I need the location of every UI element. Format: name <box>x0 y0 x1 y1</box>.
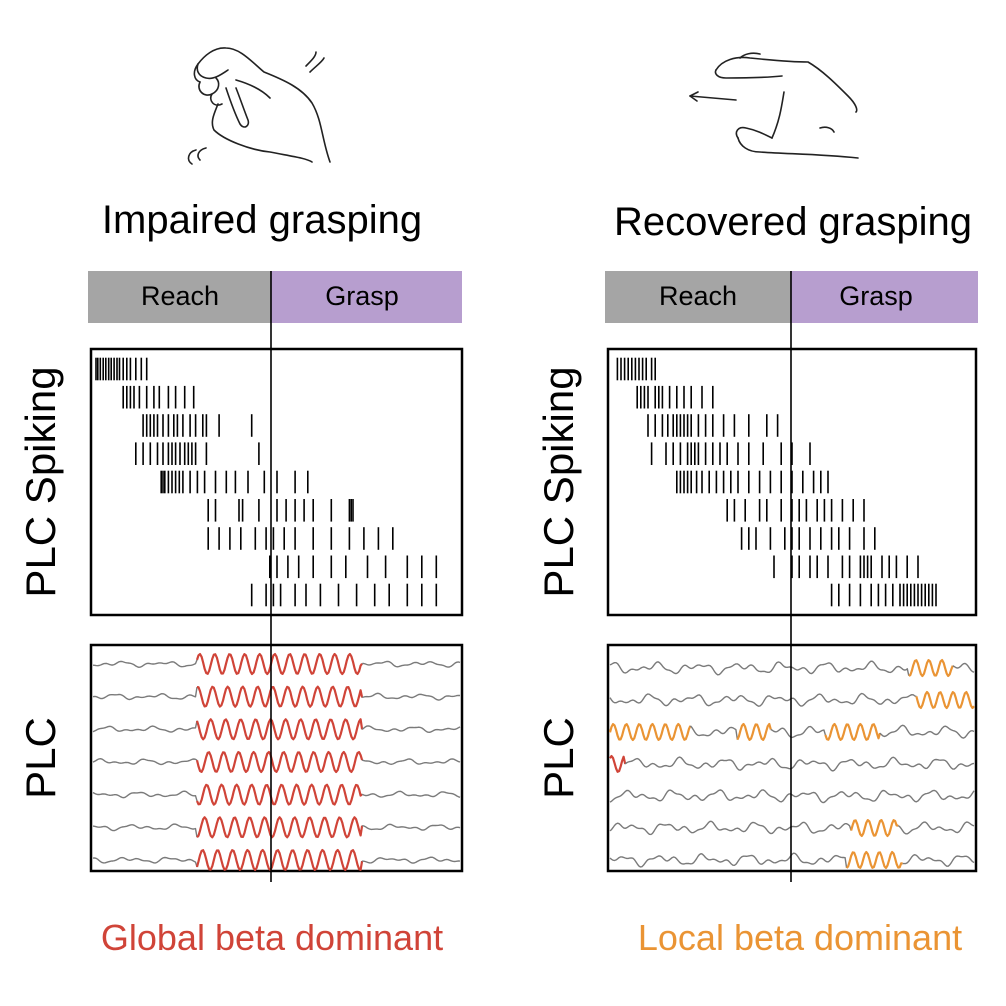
lfp-baseline-trace <box>361 758 461 765</box>
lfp-baseline-trace <box>689 725 739 740</box>
lfp-traces <box>608 659 975 870</box>
lfp-baseline-trace <box>609 660 910 676</box>
beta-burst-trace <box>195 848 364 872</box>
lfp-baseline-trace <box>362 856 461 864</box>
lfp-traces <box>92 652 461 872</box>
grasp-label: Grasp <box>325 281 399 311</box>
lfp-baseline-trace <box>92 720 198 733</box>
reach-phase-bar <box>88 271 271 323</box>
panel-impaired: Impaired grasping Reach Grasp PLC Spikin… <box>17 47 464 958</box>
lfp-baseline-trace <box>92 659 198 668</box>
lfp-baseline-trace <box>92 758 198 766</box>
beta-burst-trace <box>195 652 363 676</box>
panel-title: Impaired grasping <box>102 198 422 242</box>
lfp-frame <box>89 643 464 873</box>
lfp-baseline-trace <box>902 854 975 867</box>
lfp-baseline-trace <box>624 756 975 772</box>
beta-burst-trace <box>196 816 364 839</box>
beta-caption: Global beta dominant <box>101 917 443 958</box>
lfp-baseline-trace <box>952 662 975 673</box>
spiking-axis-label: PLC Spiking <box>17 366 64 597</box>
lfp-baseline-trace <box>609 692 917 707</box>
lfp-frame <box>606 643 978 873</box>
panel-title: Recovered grasping <box>614 200 972 244</box>
lfp-baseline-trace <box>609 820 852 836</box>
beta-burst-trace <box>195 718 364 741</box>
lfp-baseline-trace <box>770 725 827 739</box>
beta-burst-trace <box>195 750 364 774</box>
reach-label: Reach <box>141 281 219 311</box>
spiking-raster-frame <box>89 347 464 617</box>
lfp-baseline-trace <box>92 823 198 838</box>
panel-recovered: Recovered grasping Reach Grasp PLC Spiki… <box>535 52 978 958</box>
lfp-baseline-trace <box>879 724 975 739</box>
beta-caption: Local beta dominant <box>638 917 962 958</box>
beta-burst-trace <box>850 819 899 838</box>
beta-burst-trace <box>608 722 692 742</box>
grasp-label: Grasp <box>839 281 913 311</box>
lfp-baseline-trace <box>361 692 461 701</box>
lfp-baseline-trace <box>897 821 975 835</box>
spiking-axis-label: PLC Spiking <box>535 366 582 597</box>
reach-phase-bar <box>605 271 791 323</box>
spiking-raster-frame <box>606 347 978 617</box>
beta-burst-trace <box>609 754 627 773</box>
trembling-hand-icon <box>187 47 331 165</box>
lfp-baseline-trace <box>92 686 198 701</box>
lfp-baseline-trace <box>362 660 461 668</box>
beta-burst-trace <box>196 685 364 708</box>
spiking-raster <box>616 357 937 607</box>
lfp-baseline-trace <box>609 789 975 804</box>
grasping-hand-icon <box>689 52 859 159</box>
beta-burst-trace <box>736 722 772 741</box>
lfp-baseline-trace <box>609 852 848 869</box>
lfp-baseline-trace <box>92 856 198 868</box>
grasp-phase-bar <box>791 271 978 323</box>
spiking-raster <box>95 357 438 607</box>
lfp-baseline-trace <box>361 790 461 798</box>
grasp-phase-bar <box>271 271 462 323</box>
lfp-baseline-trace <box>362 823 461 831</box>
reach-label: Reach <box>659 281 737 311</box>
beta-burst-trace <box>824 722 882 741</box>
lfp-axis-label: PLC <box>535 717 582 799</box>
beta-burst-trace <box>195 783 363 806</box>
lfp-axis-label: PLC <box>17 717 64 799</box>
beta-burst-trace <box>915 690 975 710</box>
lfp-baseline-trace <box>361 725 461 733</box>
lfp-baseline-trace <box>92 790 198 802</box>
beta-burst-trace <box>908 659 954 678</box>
beta-burst-trace <box>845 850 903 870</box>
